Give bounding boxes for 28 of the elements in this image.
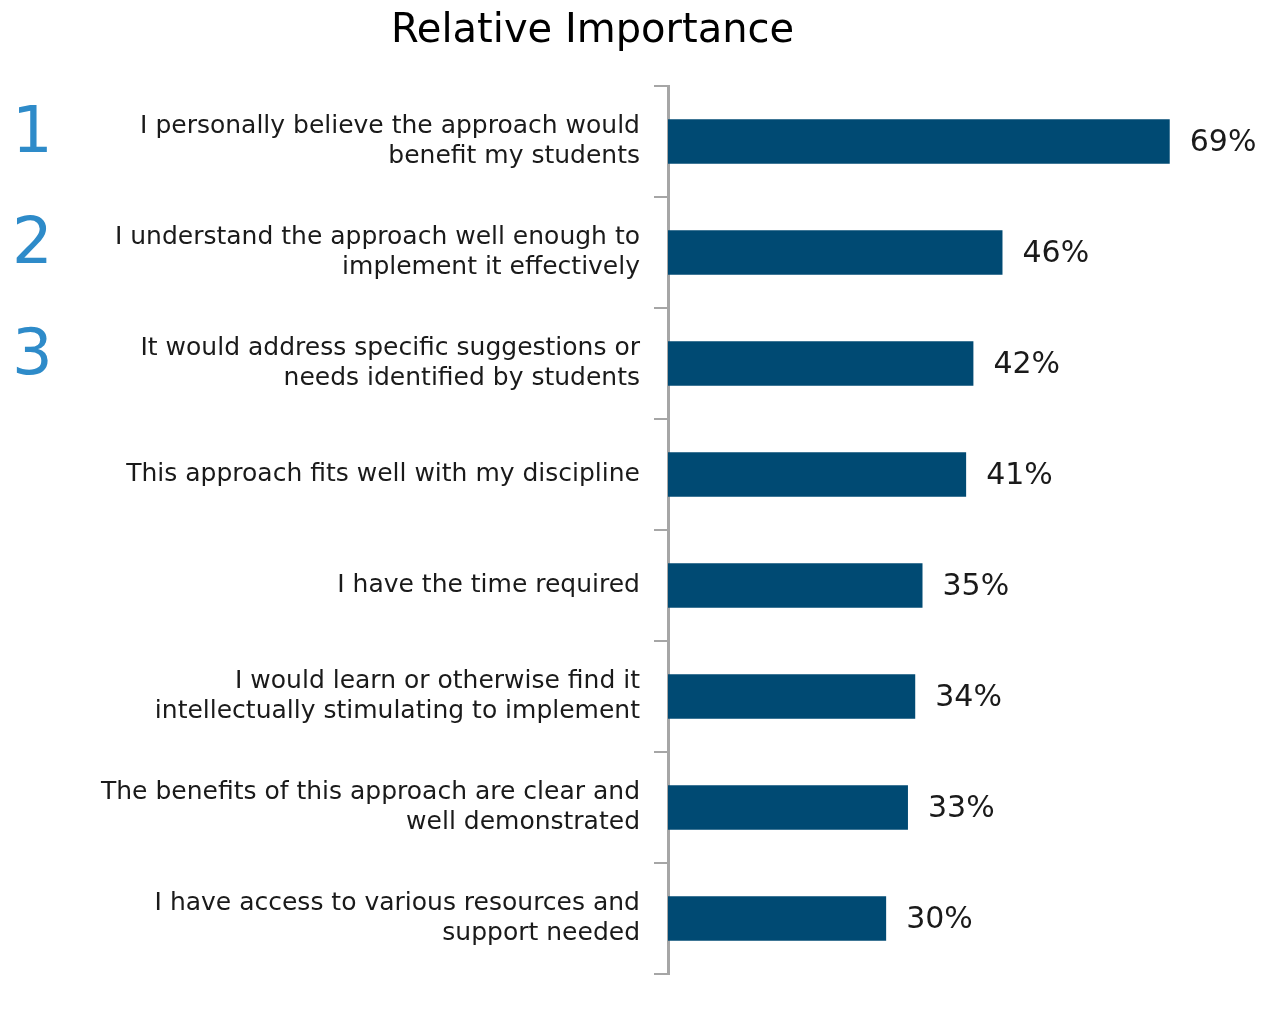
data-label: 42% — [993, 345, 1061, 381]
bar — [668, 896, 887, 941]
bar — [668, 119, 1170, 164]
data-label: 34% — [935, 678, 1002, 714]
y-tick-label: I personally believe the approach would benefit my students — [140, 110, 640, 169]
text: 2 — [12, 204, 53, 279]
data-label: 69% — [1189, 123, 1257, 159]
data-label: 33% — [927, 789, 995, 825]
y-tick-label: I understand the approach well enough to implement it effectively — [114, 221, 641, 280]
bar — [668, 785, 908, 830]
data-label: 46% — [1022, 234, 1090, 270]
data-label: 41% — [986, 456, 1053, 492]
bar — [668, 230, 1003, 275]
bar — [668, 563, 923, 608]
bar — [668, 341, 974, 386]
text: 1 — [12, 93, 53, 168]
y-tick-label: I have access to various resources and support needed — [154, 887, 640, 946]
bar — [668, 674, 916, 719]
y-tick-label: It would address specific suggestions or needs identified by students — [140, 332, 641, 391]
text: 3 — [12, 315, 53, 390]
y-tick-label: I would learn or otherwise find it intellectually stimulating to implement — [154, 665, 641, 724]
chart-title: Relative Importance — [390, 5, 795, 52]
y-tick-label: I have the time required — [337, 569, 640, 598]
data-label: 35% — [942, 567, 1010, 603]
y-tick-label: The benefits of this approach are clear and well demonstrated — [99, 776, 640, 835]
y-tick-label: This approach fits well with my discipline — [125, 458, 640, 487]
data-label: 30% — [906, 900, 973, 936]
bar — [668, 452, 967, 497]
